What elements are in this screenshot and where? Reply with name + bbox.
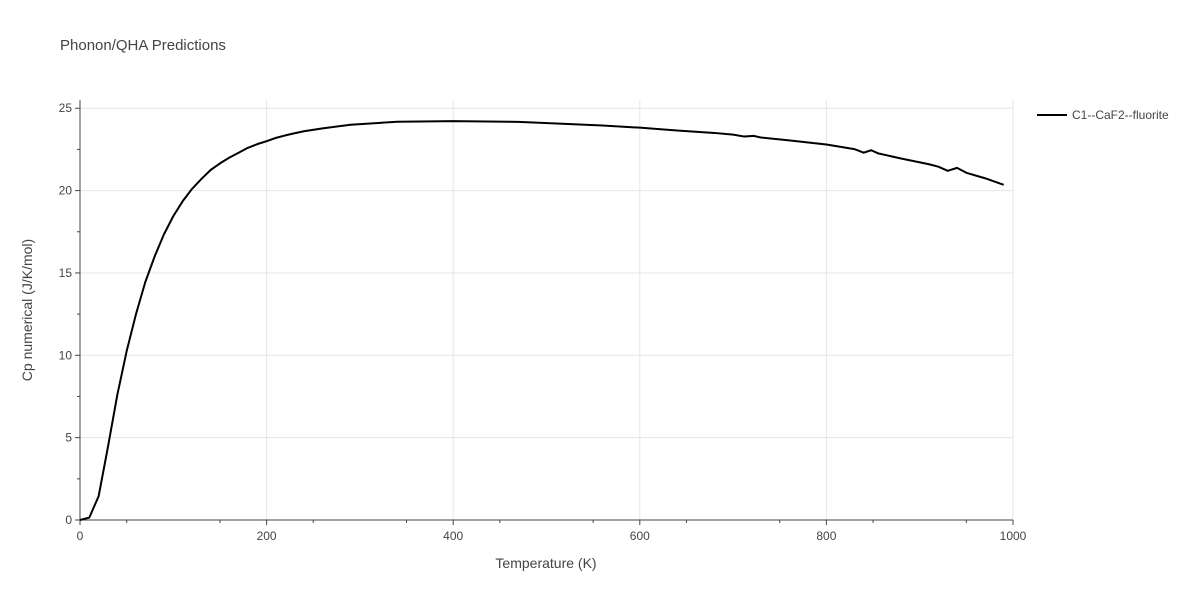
x-tick-label: 200 [257,529,277,543]
y-tick-label: 5 [65,431,72,445]
legend-item[interactable]: C1--CaF2--fluorite [1037,108,1169,122]
axes-layer: 0 200 400 600 800 1000 0 5 10 15 20 25 [59,100,1027,543]
legend[interactable]: C1--CaF2--fluorite [1037,108,1169,122]
y-tick-label: 10 [59,348,73,362]
x-tick-label: 1000 [1000,529,1027,543]
y-axis-title: Cp numerical (J/K/mol) [19,239,35,381]
legend-label: C1--CaF2--fluorite [1072,108,1169,122]
y-tick-label: 15 [59,266,73,280]
chart-title: Phonon/QHA Predictions [60,37,226,54]
x-axis-title: Temperature (K) [495,555,596,571]
x-tick-label: 800 [816,529,836,543]
y-tick-label: 20 [59,184,73,198]
y-tick-label: 0 [65,513,72,527]
series-line-0 [79,120,1005,521]
x-tick-label: 600 [630,529,650,543]
x-tick-label: 0 [77,529,84,543]
grid-layer [80,100,1014,520]
y-tick-label: 25 [59,101,73,115]
x-tick-label: 400 [443,529,463,543]
series-layer [79,120,1005,521]
